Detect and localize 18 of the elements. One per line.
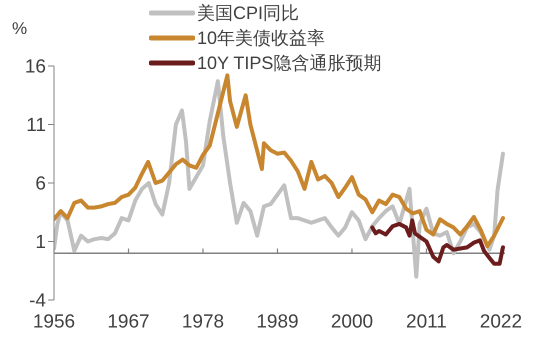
- x-tick-label: 2000: [330, 311, 374, 332]
- x-tick-label: 2011: [406, 311, 447, 332]
- legend-label: 10Y TIPS隐含通胀预期: [197, 52, 382, 74]
- x-tick-label: 1989: [256, 311, 299, 332]
- y-tick-label: 11: [26, 115, 46, 136]
- y-tick-label: 1: [35, 232, 46, 254]
- line-series: [370, 218, 505, 266]
- y-tick-label: 6: [35, 174, 46, 195]
- x-tick-label: 1978: [182, 311, 224, 332]
- x-tick-label: 1956: [32, 311, 76, 332]
- line-series: [54, 73, 505, 248]
- y-axis-title: %: [12, 19, 28, 38]
- x-tick-label: 2022: [480, 311, 522, 332]
- legend-label: 10年美债收益率: [197, 26, 326, 50]
- y-tick-label: 16: [24, 56, 46, 78]
- legend-label: 美国CPI同比: [197, 2, 300, 24]
- x-tick-label: 1967: [107, 311, 150, 332]
- y-tick-label: -4: [29, 290, 46, 312]
